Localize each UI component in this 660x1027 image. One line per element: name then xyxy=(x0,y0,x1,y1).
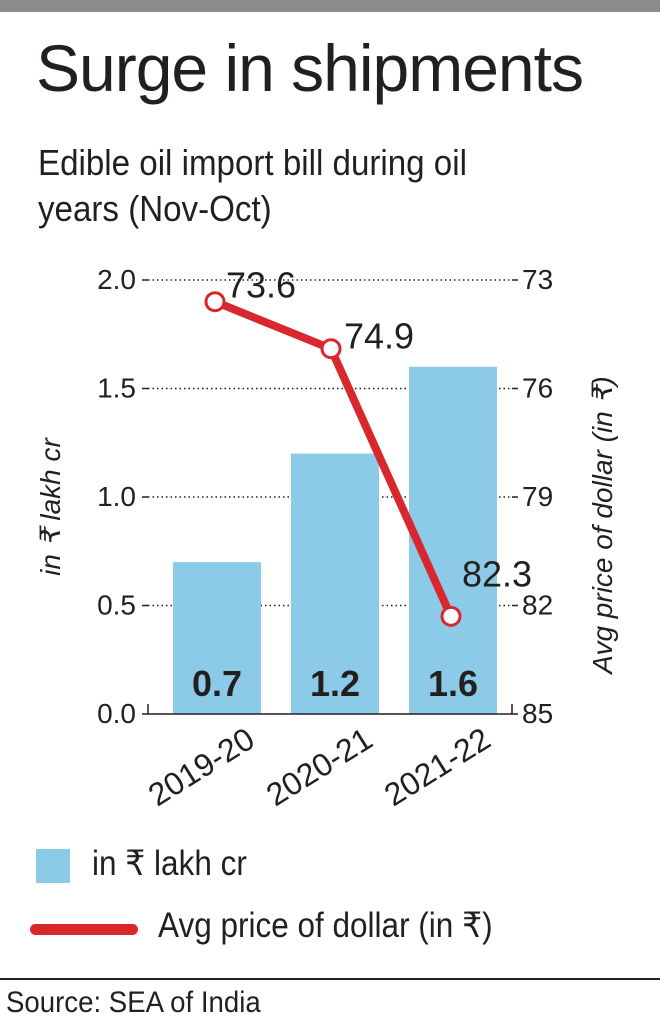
chart-area: 0.0 0.5 1.0 1.5 2.0 85 82 79 76 73 2019-20 2020-21 2… xyxy=(35,264,618,813)
x-tick-label: 2019-20 xyxy=(142,720,261,813)
legend-line-label: Avg price of dollar (in ₹) xyxy=(158,906,493,945)
y-tick-label: 0.5 xyxy=(97,590,136,621)
bar-value-label: 1.6 xyxy=(428,663,478,704)
line-series xyxy=(204,291,462,627)
line-point xyxy=(204,291,226,313)
legend-bar-swatch xyxy=(36,849,70,883)
legend-line-swatch xyxy=(30,924,138,935)
y2-tick-label: 73 xyxy=(522,264,553,295)
y2-tick-label: 79 xyxy=(522,481,553,512)
y-tick-label: 1.0 xyxy=(97,481,136,512)
bar xyxy=(173,562,261,714)
chart-subtitle: Edible oil import bill during oil years … xyxy=(38,142,467,229)
y2-tick-label: 76 xyxy=(522,373,553,404)
bars xyxy=(173,366,497,714)
y-axis-title: in ₹ lakh cr xyxy=(35,437,66,576)
bar xyxy=(409,366,497,714)
top-bar xyxy=(0,0,660,12)
line-value-label: 73.6 xyxy=(226,265,296,306)
footer-rule xyxy=(0,978,660,980)
y2-axis-title: Avg price of dollar (in ₹) xyxy=(587,376,618,675)
line-point xyxy=(440,605,462,627)
x-tick-label: 2021-22 xyxy=(378,720,497,813)
line-value-label: 82.3 xyxy=(462,553,532,594)
source-note: Source: SEA of India xyxy=(6,986,261,1019)
y2-tick-label: 85 xyxy=(522,698,553,729)
x-tick-label: 2020-21 xyxy=(260,720,379,813)
y2-tick-label: 82 xyxy=(522,590,553,621)
bar-value-label: 1.2 xyxy=(310,663,360,704)
y-tick-label: 2.0 xyxy=(97,264,136,295)
bar xyxy=(291,453,379,714)
line-point xyxy=(320,338,342,360)
chart-title: Surge in shipments xyxy=(36,31,584,105)
labels: 0.7 1.2 1.6 73.6 74.9 82.3 xyxy=(192,265,532,704)
line-value-label: 74.9 xyxy=(344,316,414,357)
legend-bar-label: in ₹ lakh cr xyxy=(92,844,247,883)
y-tick-label: 1.5 xyxy=(97,373,136,404)
y-tick-label: 0.0 xyxy=(97,698,136,729)
bar-value-label: 0.7 xyxy=(192,663,242,704)
